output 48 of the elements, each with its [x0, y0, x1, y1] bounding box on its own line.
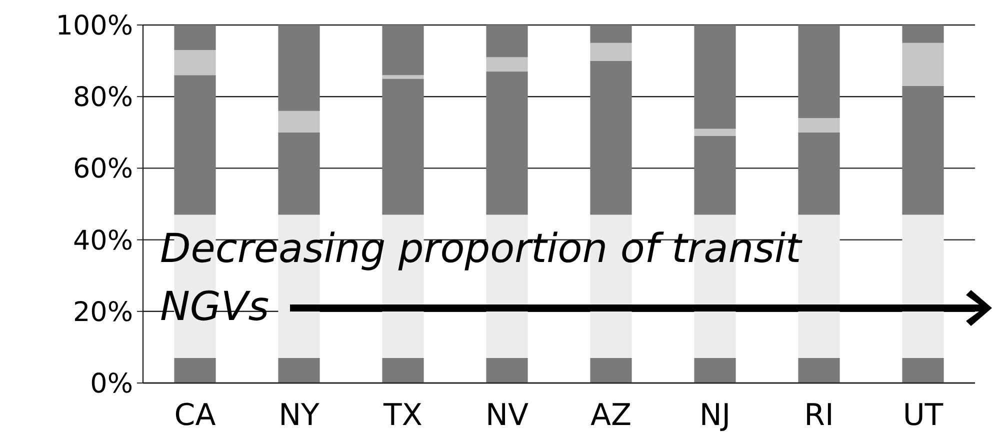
annotation: Decreasing proportion of transit	[160, 226, 803, 272]
bar	[486, 57, 528, 72]
bar	[798, 132, 840, 215]
x-tick-label: NY	[278, 398, 320, 433]
bar	[798, 25, 840, 118]
bar	[174, 358, 216, 383]
bar	[590, 42, 632, 61]
bar	[902, 358, 944, 383]
bar	[278, 132, 320, 215]
bar	[486, 358, 528, 383]
bar	[278, 110, 320, 132]
bar	[902, 25, 944, 43]
bar	[486, 25, 528, 58]
bar	[902, 214, 944, 358]
bar	[590, 358, 632, 383]
x-tick-label: TX	[382, 398, 422, 433]
bar	[174, 50, 216, 76]
bar	[902, 86, 944, 215]
x-tick-label: CA	[174, 398, 216, 433]
bar	[694, 25, 736, 129]
x-tick-label: NJ	[699, 398, 731, 433]
bar	[902, 42, 944, 86]
bar	[486, 72, 528, 215]
bar	[590, 60, 632, 215]
bar	[278, 358, 320, 383]
bar	[798, 118, 840, 132]
y-tick-label: 40%	[72, 225, 133, 256]
bar	[174, 75, 216, 215]
y-tick-label: 60%	[72, 154, 133, 185]
y-tick-label: 80%	[72, 82, 133, 114]
y-tick-label: 100%	[56, 10, 133, 42]
bar	[382, 75, 424, 79]
x-tick-label: RI	[804, 398, 834, 433]
bar	[382, 78, 424, 215]
bar	[382, 358, 424, 383]
y-tick-label: 20%	[72, 296, 133, 328]
x-tick-label: UT	[902, 398, 944, 433]
x-tick-label: AZ	[590, 398, 632, 433]
bar	[278, 25, 320, 111]
bar	[174, 25, 216, 50]
y-tick-label: 0%	[90, 368, 133, 400]
bar	[798, 358, 840, 383]
bar	[694, 136, 736, 215]
bar	[694, 128, 736, 136]
x-tick-label: NV	[486, 398, 529, 433]
bar	[694, 358, 736, 383]
bar	[590, 25, 632, 43]
bar	[382, 25, 424, 76]
